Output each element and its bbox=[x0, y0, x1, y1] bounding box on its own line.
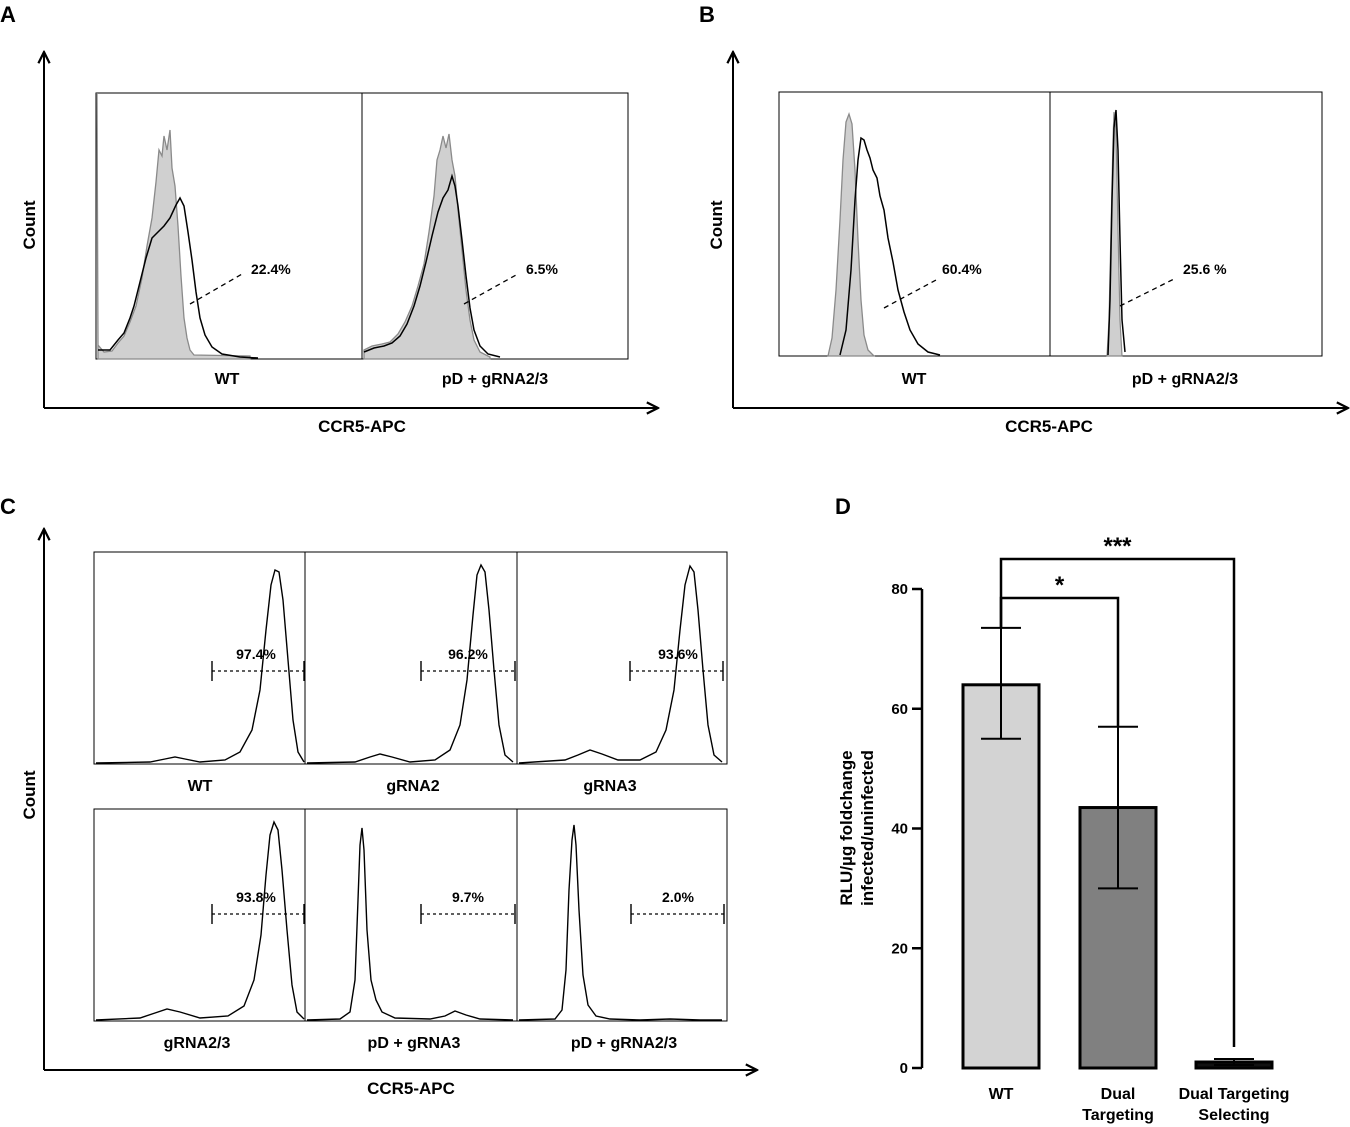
sample-label-a2: pD + gRNA2/3 bbox=[442, 371, 548, 388]
y-tick-label-20: 20 bbox=[891, 940, 908, 957]
gate-marker-a2 bbox=[463, 274, 517, 305]
percent-label-c-pd-grna3: 9.7% bbox=[452, 889, 484, 905]
panel-a-xlabel: CCR5-APC bbox=[318, 417, 406, 436]
gate-marker-b1 bbox=[883, 279, 937, 309]
panel-c-ylabel: Count bbox=[20, 770, 39, 819]
histogram-c-wt bbox=[95, 568, 305, 764]
y-tick-label-0: 0 bbox=[900, 1060, 908, 1077]
panel-a-ylabel: Count bbox=[20, 200, 39, 249]
percent-label-a1: 22.4% bbox=[251, 261, 291, 277]
panel-c: C Count CCR5-APC 97.4% WT 96.2% gRNA2 bbox=[0, 494, 757, 1098]
histogram-c-pd-grna3 bbox=[306, 827, 514, 1021]
histogram-c-grna2 bbox=[306, 563, 514, 764]
gate-marker-c-pd-grna2-3 bbox=[630, 904, 725, 924]
panel-a: A Count CCR5-APC 22.4% WT 6.5% pD + gRNA… bbox=[0, 2, 658, 436]
panel-b-ylabel: Count bbox=[707, 200, 726, 249]
y-tick-label-40: 40 bbox=[891, 821, 908, 838]
wt-control-histogram-a1 bbox=[96, 92, 251, 360]
pd-ccr5-histogram-a2 bbox=[363, 173, 501, 358]
gate-marker-c-grna2 bbox=[420, 661, 516, 681]
category-label-dual-targeting-line-2: Targeting bbox=[1082, 1107, 1154, 1124]
sample-label-c-grna2-3: gRNA2/3 bbox=[164, 1035, 231, 1052]
sample-label-c-wt: WT bbox=[188, 778, 213, 795]
wt-ccr5-histogram-b1 bbox=[839, 136, 941, 356]
sample-label-a1: WT bbox=[215, 371, 240, 388]
percent-label-c-pd-grna2-3: 2.0% bbox=[662, 889, 694, 905]
category-label-wt: WT bbox=[989, 1086, 1014, 1103]
y-tick-label-60: 60 bbox=[891, 701, 908, 718]
percent-label-a2: 6.5% bbox=[526, 261, 558, 277]
gate-marker-c-wt bbox=[211, 661, 305, 681]
panel-b-xlabel: CCR5-APC bbox=[1005, 417, 1093, 436]
percent-label-c-wt: 97.4% bbox=[236, 646, 276, 662]
significance-label-1: * bbox=[1055, 572, 1065, 599]
category-label-dual-targeting-selecting: Dual Targeting Selecting bbox=[1179, 1086, 1290, 1124]
gate-marker-c-grna3 bbox=[629, 661, 724, 681]
percent-label-b1: 60.4% bbox=[942, 261, 982, 277]
pd-ccr5-histogram-b2 bbox=[1107, 109, 1126, 356]
category-label-dual-targeting-line-1: Dual bbox=[1101, 1086, 1136, 1103]
panel-c-label: C bbox=[0, 494, 16, 519]
histogram-c-grna3 bbox=[518, 564, 723, 764]
panel-c-bottom-frame bbox=[93, 808, 728, 1022]
pd-control-histogram-a2 bbox=[363, 133, 491, 360]
gate-marker-b2 bbox=[1119, 277, 1177, 307]
gate-marker-c-grna2-3 bbox=[211, 904, 305, 924]
wt-ccr5-histogram-a1 bbox=[98, 196, 259, 359]
category-label-dual-targeting: Dual Targeting bbox=[1082, 1086, 1154, 1124]
sample-label-c-grna2: gRNA2 bbox=[386, 778, 439, 795]
panel-c-xlabel: CCR5-APC bbox=[367, 1079, 455, 1098]
panel-a-label: A bbox=[0, 2, 16, 27]
sample-label-c-grna3: gRNA3 bbox=[583, 778, 636, 795]
category-label-dual-targeting-selecting-line-1: Dual Targeting bbox=[1179, 1086, 1290, 1103]
y-tick-label-80: 80 bbox=[891, 581, 908, 598]
y-axis-label-line-1: RLU/µg foldchange bbox=[837, 750, 856, 905]
panel-b: B Count CCR5-APC 60.4% WT 25.6 % pD + gR… bbox=[699, 2, 1348, 436]
panel-d-label: D bbox=[835, 494, 851, 519]
bar-chart: 0 20 40 60 80 RLU/µg foldchange infected/uninf… bbox=[837, 533, 1289, 1124]
gate-marker-a1 bbox=[189, 273, 243, 305]
sample-label-b2: pD + gRNA2/3 bbox=[1132, 371, 1238, 388]
panel-b-label: B bbox=[699, 2, 715, 27]
category-label-wt-line-1: WT bbox=[989, 1086, 1014, 1103]
gate-marker-c-pd-grna3 bbox=[420, 904, 516, 924]
y-axis-label-line-2: infected/uninfected bbox=[858, 750, 877, 906]
percent-label-c-grna3: 93.6% bbox=[658, 646, 698, 662]
histogram-c-pd-grna2-3 bbox=[518, 824, 722, 1021]
panel-c-top-frame bbox=[93, 551, 728, 765]
sample-label-c-pd-grna3: pD + gRNA3 bbox=[368, 1035, 461, 1052]
histogram-c-grna2-3 bbox=[95, 820, 305, 1021]
y-axis-label: RLU/µg foldchange infected/uninfected bbox=[837, 750, 877, 906]
sample-label-b1: WT bbox=[902, 371, 927, 388]
category-label-dual-targeting-selecting-line-2: Selecting bbox=[1198, 1107, 1269, 1124]
panel-d: D 0 20 40 60 80 RLU/µg foldchange infected/uni… bbox=[835, 494, 1289, 1124]
percent-label-c-grna2: 96.2% bbox=[448, 646, 488, 662]
percent-label-b2: 25.6 % bbox=[1183, 261, 1227, 277]
bar-wt bbox=[961, 683, 1041, 1070]
percent-label-c-grna2-3: 93.8% bbox=[236, 889, 276, 905]
sample-label-c-pd-grna2-3: pD + gRNA2/3 bbox=[571, 1035, 677, 1052]
wt-control-histogram-b1 bbox=[827, 111, 876, 357]
significance-label-2: *** bbox=[1103, 533, 1132, 560]
significance-bracket-2 bbox=[999, 557, 1236, 1048]
